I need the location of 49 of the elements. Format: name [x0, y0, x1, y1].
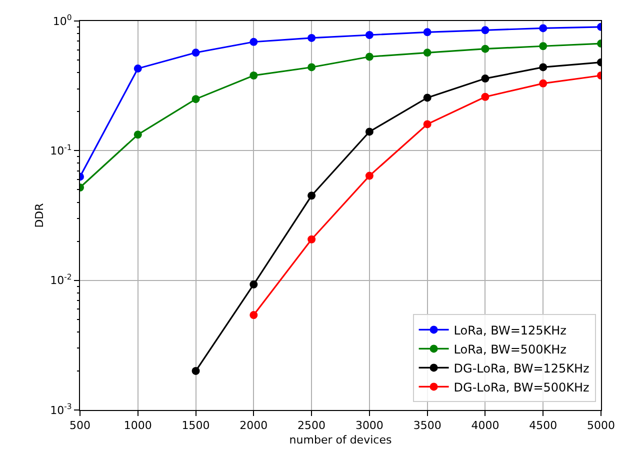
- point: [423, 94, 432, 102]
- point: [308, 192, 316, 200]
- y-tick-label: 10$^{-3}$: [50, 402, 72, 417]
- point: [539, 42, 548, 50]
- point: [192, 95, 200, 104]
- point: [423, 120, 432, 128]
- point: [539, 63, 548, 72]
- y-tick-label: 10$^{-2}$: [50, 272, 72, 288]
- x-tick-label: 500: [70, 419, 90, 432]
- point: [134, 130, 142, 139]
- x-tick-label: 5000: [587, 419, 615, 432]
- point: [365, 128, 374, 136]
- point: [539, 24, 548, 32]
- point: [365, 30, 374, 39]
- point: [423, 28, 432, 36]
- point: [250, 38, 258, 46]
- x-tick-label: 1500: [182, 419, 210, 432]
- point: [192, 366, 200, 375]
- point: [423, 48, 432, 57]
- legend-label: LoRa, BW=125KHz: [454, 323, 566, 338]
- point: [308, 235, 316, 244]
- point: [134, 64, 142, 73]
- point: [481, 44, 490, 53]
- x-tick-label: 2000: [240, 419, 268, 432]
- point: [308, 34, 316, 42]
- point: [481, 74, 490, 83]
- x-tick-label: 3500: [413, 419, 442, 432]
- y-tick-label: 10$^{0}$: [52, 13, 72, 28]
- x-tick-label: 4500: [529, 419, 558, 432]
- x-tick-label: 3000: [355, 419, 384, 432]
- x-tick-label: 1000: [124, 419, 152, 432]
- point: [308, 63, 316, 72]
- legend-label: DG-LoRa, BW=500KHz: [454, 380, 590, 394]
- y-tick-label: 10$^{-1}$: [50, 142, 72, 158]
- point: [365, 52, 374, 61]
- point: [539, 79, 548, 88]
- x-tick-label: 4000: [471, 419, 500, 432]
- point: [250, 280, 258, 288]
- y-axis-title: DDR: [32, 202, 46, 228]
- legend-label: DG-LoRa, BW=125KHz: [454, 361, 590, 376]
- x-tick-label: 2500: [298, 419, 326, 432]
- point: [250, 311, 258, 320]
- legend-label: LoRa, BW=500KHz: [454, 342, 566, 356]
- point: [250, 71, 258, 80]
- point: [365, 172, 374, 180]
- x-axis-title: number of devices: [289, 433, 392, 446]
- point: [192, 48, 200, 57]
- point: [481, 92, 490, 101]
- point: [481, 26, 490, 34]
